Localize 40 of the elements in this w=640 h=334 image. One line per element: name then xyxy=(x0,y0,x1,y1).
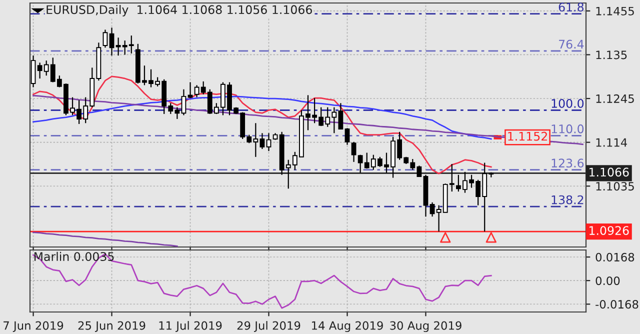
y-tick-label: 1.114 xyxy=(596,138,627,147)
y-tick-label: -0.0168 xyxy=(596,300,638,309)
annotation: 123.6 xyxy=(552,158,584,168)
candlestick xyxy=(109,27,114,56)
x-tick-label: 29 Jul 2019 xyxy=(237,321,300,332)
annotation: 76.4 xyxy=(559,40,584,49)
x-tick-label: 7 Jun 2019 xyxy=(4,321,64,332)
y-tick-label: 0.0168 xyxy=(596,252,634,262)
candlestick xyxy=(266,132,272,152)
candlestick xyxy=(344,128,350,146)
annotation: 110.0 xyxy=(552,124,584,134)
chart-title: EURUSD,Daily 1.1064 1.1068 1.1056 1.1066 xyxy=(46,4,312,16)
annotation: 138.2 xyxy=(552,195,584,204)
x-tick-label: 11 Jul 2019 xyxy=(159,321,222,332)
y-tick-label: 1.1245 xyxy=(596,94,634,104)
line-series xyxy=(32,232,178,247)
x-tick-label: 30 Aug 2019 xyxy=(390,321,462,332)
annotation: 100.0 xyxy=(552,98,584,108)
annotation: 61.8 xyxy=(558,2,584,12)
candlestick xyxy=(430,202,435,218)
x-tick-label: 14 Aug 2019 xyxy=(312,321,383,332)
candlestick xyxy=(181,88,186,116)
y-tick-label: 1.1455 xyxy=(596,6,634,16)
candlestick xyxy=(102,29,108,48)
x-tick-label: 25 Jun 2019 xyxy=(78,321,146,332)
candlestick xyxy=(188,82,193,99)
candlestick xyxy=(194,84,200,98)
data-label: 1.1152 xyxy=(508,132,547,141)
candlestick xyxy=(416,165,422,178)
line-series xyxy=(32,76,492,174)
candlestick xyxy=(260,132,265,150)
ref-line-label: 1.0926 xyxy=(590,226,629,235)
candlestick xyxy=(338,102,344,130)
candlestick xyxy=(351,141,356,162)
ref-line-label: 1.1066 xyxy=(590,168,629,177)
y-tick-label: 1.1035 xyxy=(596,182,634,191)
candlestick xyxy=(30,55,36,88)
y-tick-label: 0.00 xyxy=(596,276,620,286)
y-tick-label: 1.135 xyxy=(596,50,627,60)
line-series xyxy=(32,253,492,309)
